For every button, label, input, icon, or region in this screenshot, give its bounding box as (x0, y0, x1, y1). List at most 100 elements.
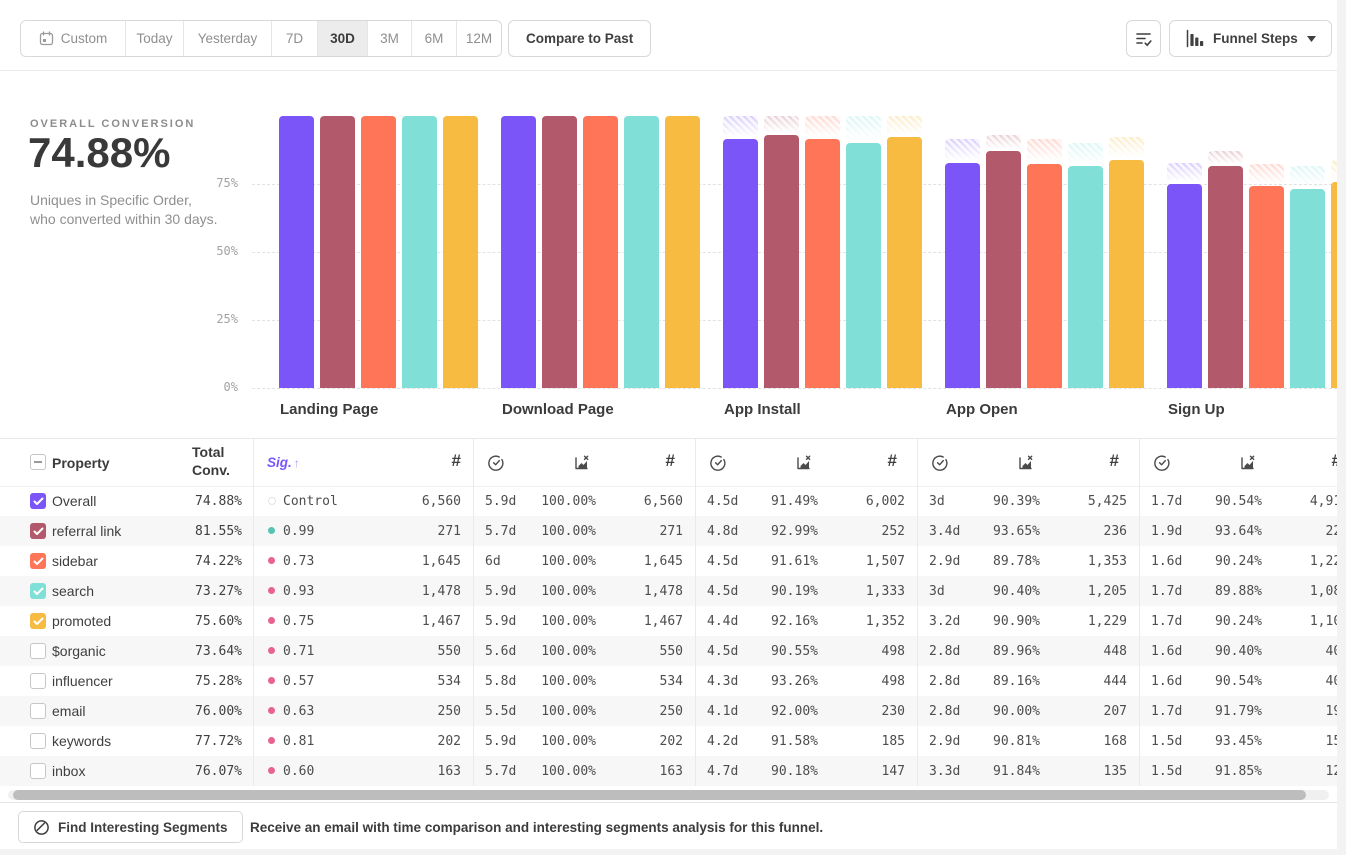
bar-overall-app-open[interactable] (945, 163, 980, 389)
sig-value: 0.75 (283, 614, 315, 629)
bar-referral-link-download-page[interactable] (542, 116, 577, 388)
bar-sidebar-download-page[interactable] (583, 116, 618, 388)
bar-promoted-landing-page[interactable] (443, 116, 478, 388)
segment-name[interactable]: search (52, 583, 95, 599)
funnel-steps-dropdown[interactable]: Funnel Steps (1169, 20, 1332, 57)
row-checkbox-referral-link[interactable] (30, 523, 46, 539)
bar-overall-landing-page[interactable] (279, 116, 314, 388)
bar-referral-link-app-install[interactable] (764, 135, 799, 389)
bar-referral-link-landing-page[interactable] (320, 116, 355, 388)
bar-promoted-app-open[interactable] (1109, 160, 1144, 389)
bar-search-download-page[interactable] (624, 116, 659, 388)
row-checkbox-inbox[interactable] (30, 763, 46, 779)
row-checkbox-influencer[interactable] (30, 673, 46, 689)
segment-name[interactable]: promoted (52, 613, 112, 629)
segment-name[interactable]: sidebar (52, 553, 98, 569)
conversion-rate-value: 90.24% (1215, 554, 1262, 569)
segment-name[interactable]: $organic (52, 643, 106, 659)
sig-dot (268, 497, 276, 505)
range-today[interactable]: Today (125, 21, 183, 56)
step-count: 1,507 (865, 554, 905, 569)
time-to-convert-value: 5.6d (485, 644, 517, 659)
range-12m[interactable]: 12M (456, 21, 501, 56)
bar-promoted-app-install[interactable] (887, 137, 922, 389)
conversion-rate-icon[interactable] (573, 454, 590, 471)
time-to-convert-value: 4.1d (707, 704, 739, 719)
bar-search-app-install[interactable] (846, 142, 881, 388)
segment-name[interactable]: keywords (52, 733, 112, 749)
range-label: 6M (424, 31, 444, 46)
view-options-button[interactable] (1126, 20, 1161, 57)
range-3m[interactable]: 3M (367, 21, 411, 56)
segment-name[interactable]: influencer (52, 673, 113, 689)
row-checkbox-overall[interactable] (30, 493, 46, 509)
segment-name[interactable]: email (52, 703, 86, 719)
select-all-checkbox[interactable] (30, 454, 46, 470)
count-column-header[interactable]: # (887, 451, 897, 470)
step-count: 405 (1325, 644, 1337, 659)
bar-search-landing-page[interactable] (402, 116, 437, 388)
total-conv-column-header[interactable]: Total Conv. (192, 444, 230, 478)
count-column-header[interactable]: # (451, 451, 461, 470)
row-checkbox-email[interactable] (30, 703, 46, 719)
count-column-header[interactable]: # (1289, 451, 1337, 471)
step-count: 402 (1325, 674, 1337, 689)
conversion-rate-icon[interactable] (1239, 454, 1256, 471)
count-column-header[interactable]: # (1109, 451, 1119, 470)
bar-sidebar-app-install[interactable] (805, 138, 840, 388)
step-count: 448 (1103, 644, 1127, 659)
property-column-header[interactable]: Property (52, 455, 110, 471)
segment-name[interactable]: inbox (52, 763, 86, 779)
range-yesterday[interactable]: Yesterday (183, 21, 271, 56)
total-conv-value: 73.64% (195, 644, 242, 659)
bar-promoted-download-page[interactable] (665, 116, 700, 388)
bar-overall-app-install[interactable] (723, 139, 758, 389)
find-interesting-segments-button[interactable]: Find Interesting Segments (18, 811, 243, 843)
sort-ascending-icon: ↑ (293, 456, 300, 470)
conversion-rate-icon[interactable] (795, 454, 812, 471)
time-to-convert-icon[interactable] (488, 454, 505, 471)
bar-search-app-open[interactable] (1068, 166, 1103, 389)
row-checkbox-organic[interactable] (30, 643, 46, 659)
bar-sidebar-landing-page[interactable] (361, 116, 396, 388)
range-7d[interactable]: 7D (271, 21, 317, 56)
bar-referral-link-app-open[interactable] (986, 151, 1021, 389)
step-count: 250 (659, 704, 683, 719)
time-to-convert-value: 4.5d (707, 494, 739, 509)
step-count: 6,560 (643, 494, 683, 509)
row-checkbox-sidebar[interactable] (30, 553, 46, 569)
gridline-0 (252, 388, 1337, 389)
time-to-convert-icon[interactable] (710, 454, 727, 471)
y-axis-tick-label: 75% (216, 176, 238, 190)
time-to-convert-icon[interactable] (932, 454, 949, 471)
step-count: 221 (1325, 524, 1337, 539)
count-column-header[interactable]: # (665, 451, 675, 470)
bar-overall-sign-up[interactable] (1167, 184, 1202, 389)
range-6m[interactable]: 6M (411, 21, 456, 56)
bar-overall-download-page[interactable] (501, 116, 536, 388)
range-30d[interactable]: 30D (317, 21, 367, 56)
interesting-segments-icon (33, 819, 50, 836)
range-custom[interactable]: Custom (21, 21, 125, 56)
bar-promoted-sign-up[interactable] (1331, 182, 1337, 389)
row-checkbox-keywords[interactable] (30, 733, 46, 749)
table-row (0, 576, 1337, 606)
sig-column-header[interactable]: Sig. ↑ (267, 455, 300, 470)
time-to-convert-value: 3.4d (929, 524, 961, 539)
segment-name[interactable]: Overall (52, 493, 97, 509)
horizontal-scrollbar-thumb[interactable] (13, 790, 1306, 800)
step-count: 6,560 (421, 494, 461, 509)
row-checkbox-search[interactable] (30, 583, 46, 599)
row-checkbox-promoted[interactable] (30, 613, 46, 629)
step-count: 135 (1103, 764, 1127, 779)
segment-name[interactable]: referral link (52, 523, 122, 539)
time-to-convert-icon[interactable] (1154, 454, 1171, 471)
conversion-rate-icon[interactable] (1017, 454, 1034, 471)
bar-search-sign-up[interactable] (1290, 188, 1325, 388)
conversion-rate-value: 90.40% (1215, 644, 1262, 659)
sig-dot (268, 707, 275, 714)
bar-sidebar-sign-up[interactable] (1249, 186, 1284, 389)
compare-to-past-button[interactable]: Compare to Past (508, 20, 652, 57)
bar-sidebar-app-open[interactable] (1027, 164, 1062, 389)
bar-referral-link-sign-up[interactable] (1208, 166, 1243, 389)
